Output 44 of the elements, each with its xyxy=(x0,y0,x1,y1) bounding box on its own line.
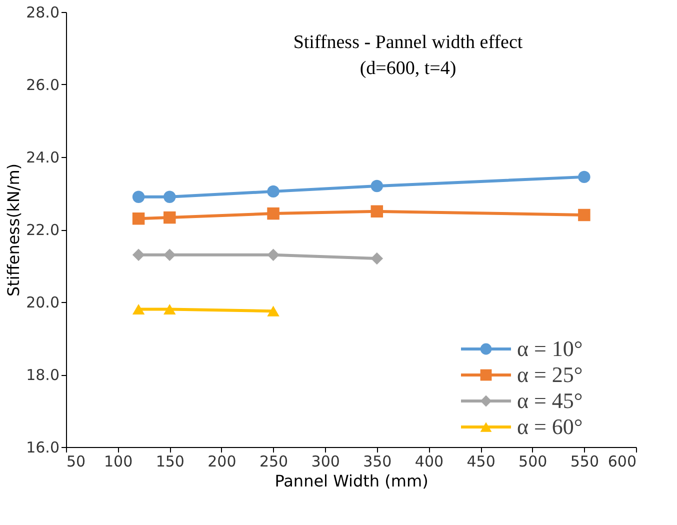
text: Stiffness - Pannel width effect xyxy=(293,32,524,53)
point xyxy=(132,212,145,225)
x-tick-label: 50 xyxy=(66,452,86,470)
point xyxy=(132,190,145,203)
x-tick-label: 100 xyxy=(104,452,133,470)
legend-label: α = 45° xyxy=(517,388,583,413)
x-tick-label: 550 xyxy=(570,452,599,470)
point xyxy=(370,180,384,192)
x-tick-label: 450 xyxy=(466,452,496,470)
legend-label: α = 10° xyxy=(517,336,583,361)
point xyxy=(164,211,176,224)
point xyxy=(132,248,145,261)
y-tick-label: 22.0 xyxy=(26,221,60,239)
y-tick-label: 24.0 xyxy=(26,148,60,166)
x-tick-label: 500 xyxy=(518,452,548,470)
y-tick-label: 16.0 xyxy=(26,438,60,456)
point xyxy=(267,207,280,220)
point xyxy=(578,208,590,222)
x-tick-label: 200 xyxy=(208,452,236,470)
x-tick-label: 600 xyxy=(608,452,636,470)
point xyxy=(267,185,280,198)
y-tick-label: 28.0 xyxy=(26,4,60,22)
point xyxy=(578,170,590,184)
y-tick-label: 26.0 xyxy=(26,76,60,94)
legend-label: α = 60° xyxy=(517,414,583,439)
x-tick-label: 250 xyxy=(259,452,288,470)
legend-label: α = 25° xyxy=(517,362,583,387)
point xyxy=(267,248,280,261)
x-tick-label: 300 xyxy=(311,452,340,470)
point xyxy=(370,205,384,218)
x-tick-label: 150 xyxy=(156,452,184,470)
text: (d=600, t=4) xyxy=(360,58,456,79)
point xyxy=(370,252,384,265)
y-tick-label: 20.0 xyxy=(26,294,60,312)
point xyxy=(132,304,145,315)
point xyxy=(164,248,176,261)
y-axis-title: Stiffeness(kN/m) xyxy=(4,163,24,297)
x-tick-label: 400 xyxy=(414,452,444,470)
x-tick-label: 350 xyxy=(363,452,392,470)
point xyxy=(164,190,176,203)
x-axis-title: Pannel Width (mm) xyxy=(274,472,428,490)
point xyxy=(267,306,280,316)
point xyxy=(164,304,176,315)
y-tick-label: 18.0 xyxy=(26,366,60,384)
